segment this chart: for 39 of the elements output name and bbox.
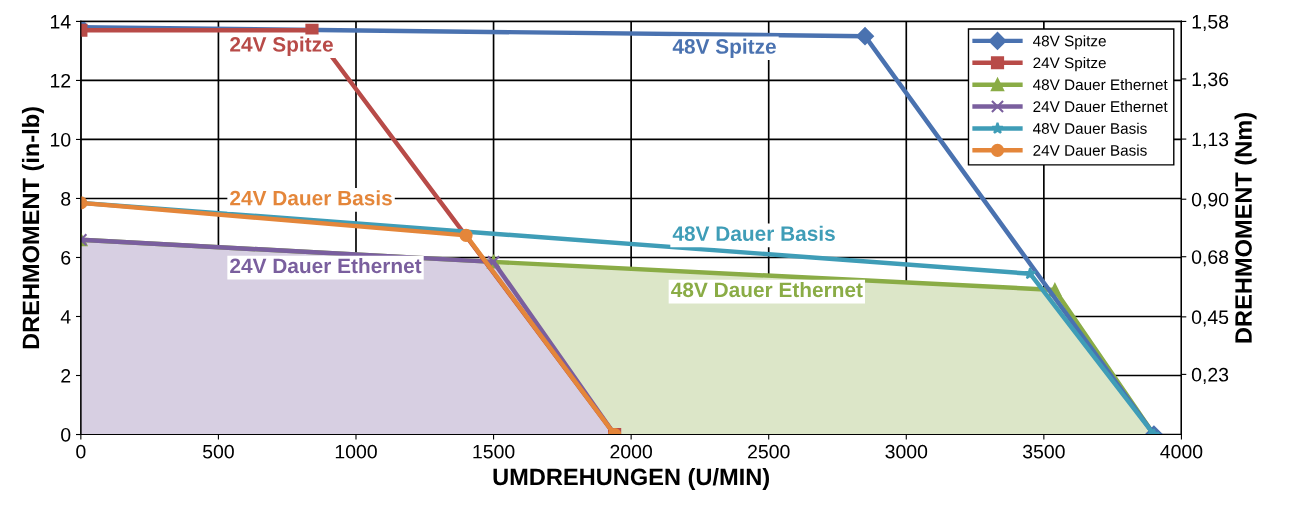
x-tick-label: 2500 — [748, 444, 790, 459]
x-tick-label: 4000 — [1160, 444, 1203, 459]
legend-label: 48V Spitze — [1033, 35, 1106, 50]
y-tick-label: 2 — [61, 368, 71, 383]
y-tick-label: 10 — [50, 132, 71, 147]
y2-tick-label: 0,45 — [1191, 310, 1229, 327]
x-tick-label: 3000 — [885, 444, 928, 459]
y2-tick-label: 0,23 — [1191, 367, 1229, 384]
y-tick-label: 14 — [50, 15, 71, 29]
x-tick-label: 2000 — [610, 444, 653, 459]
annotation: 24V Dauer Basis — [230, 190, 392, 206]
annotation: 48V Dauer Ethernet — [671, 281, 863, 298]
y2-axis-title: DREHMOMENT (Nm) — [1234, 113, 1257, 343]
legend-label: 24V Dauer Ethernet — [1033, 100, 1168, 113]
y-tick-label: 4 — [60, 310, 71, 324]
annotation: 24V Dauer Ethernet — [230, 257, 422, 274]
y2-tick-label: 1,36 — [1192, 72, 1229, 89]
y-axis-title: DREHMOMENT (in-lb) — [21, 107, 44, 349]
x-tick-label: 1000 — [335, 444, 377, 459]
x-tick-label: 3500 — [1022, 444, 1065, 459]
legend-label: 48V Dauer Basis — [1033, 122, 1147, 134]
legend-label: 48V Dauer Ethernet — [1033, 78, 1168, 91]
x-tick-label: 1500 — [473, 444, 515, 459]
legend-label: 24V Spitze — [1033, 57, 1106, 72]
y2-tick-label: 0,68 — [1191, 250, 1229, 267]
y2-tick-label: 0,90 — [1191, 192, 1229, 209]
y-tick-label: 0 — [61, 427, 71, 442]
x-tick-label: 500 — [202, 444, 234, 459]
y-tick-label: 6 — [61, 250, 71, 265]
x-axis-title: UMDREHUNGEN (U/MIN) — [493, 467, 769, 490]
y2-tick-label: 1,58 — [1192, 14, 1229, 31]
y-tick-label: 8 — [61, 191, 71, 206]
annotation: 24V Spitze — [230, 36, 333, 56]
y-tick-label: 12 — [50, 73, 71, 88]
x-tick-label: 0 — [76, 444, 86, 459]
y2-tick-label: 1,13 — [1192, 132, 1229, 149]
annotation: 48V Spitze — [672, 38, 776, 58]
annotation: 48V Dauer Basis — [672, 225, 835, 241]
legend-label: 24V Dauer Basis — [1033, 144, 1147, 156]
